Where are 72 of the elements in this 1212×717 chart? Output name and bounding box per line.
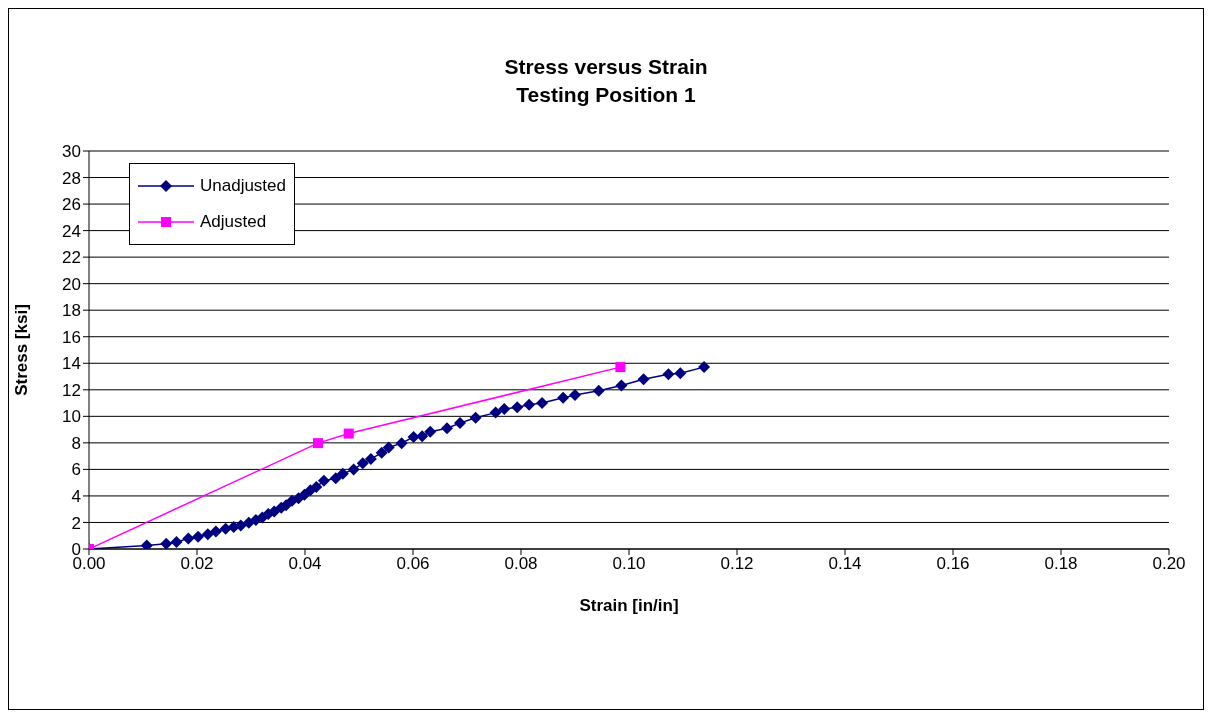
point: [523, 398, 536, 411]
y-tick-label: 18: [62, 301, 81, 321]
y-tick-label: 14: [62, 354, 81, 374]
y-tick-label: 12: [62, 380, 81, 400]
y-tick-label: 6: [71, 460, 81, 480]
x-tick-label: 0.14: [828, 554, 862, 574]
point: [336, 467, 349, 480]
x-tick-label: 0.12: [720, 554, 754, 574]
x-tick-label: 0.16: [936, 554, 970, 574]
y-tick-label: 22: [62, 248, 81, 268]
point: [182, 532, 195, 545]
y-tick-label: 4: [71, 486, 81, 506]
point: [536, 396, 549, 409]
point: [615, 379, 628, 392]
y-axis-title: Stress [ksi]: [12, 304, 32, 396]
point: [424, 425, 437, 438]
chart-subtitle: Testing Position 1: [515, 82, 697, 108]
y-tick-label: 8: [71, 433, 81, 453]
point: [170, 535, 183, 548]
x-tick-label: 0.10: [612, 554, 646, 574]
point: [310, 480, 323, 493]
point: [395, 437, 408, 450]
point: [356, 457, 369, 470]
point: [416, 430, 429, 443]
point: [615, 362, 626, 373]
point: [674, 367, 687, 380]
legend-label: Adjusted: [200, 212, 267, 232]
chart-title: Stress versus Strain: [503, 54, 709, 80]
legend-label: Unadjusted: [200, 176, 287, 196]
y-tick-label: 30: [62, 142, 81, 162]
point: [662, 368, 675, 381]
point: [511, 401, 524, 414]
point: [569, 389, 581, 402]
x-axis-title: Strain [in/in]: [579, 596, 679, 615]
point: [140, 539, 153, 549]
y-tick-label: 26: [62, 195, 81, 215]
point: [201, 528, 214, 541]
x-tick-label: 0.08: [504, 554, 538, 574]
y-tick-label: 24: [62, 221, 81, 241]
point: [192, 530, 205, 543]
point: [557, 391, 570, 404]
point: [637, 373, 650, 386]
point: [160, 537, 173, 549]
x-tick-label: 0.06: [396, 554, 430, 574]
point: [375, 446, 388, 459]
x-tick-label: 0.04: [288, 554, 322, 574]
y-tick-label: 20: [62, 274, 81, 294]
point: [698, 361, 711, 374]
point: [298, 488, 311, 501]
x-tick-label: 0.02: [180, 554, 214, 574]
point: [469, 411, 482, 424]
x-tick-label: 0.18: [1044, 554, 1078, 574]
point: [382, 441, 395, 454]
point: [364, 452, 377, 465]
point: [317, 474, 330, 487]
y-tick-label: 2: [71, 513, 81, 533]
y-tick-label: 10: [62, 407, 81, 427]
point: [498, 403, 511, 416]
point: [489, 406, 502, 419]
point: [453, 417, 466, 430]
point: [347, 463, 360, 476]
x-tick-label: 0.20: [1152, 554, 1186, 574]
point: [219, 522, 232, 535]
point: [312, 438, 323, 449]
point: [407, 431, 420, 444]
y-tick-label: 28: [62, 168, 81, 188]
point: [592, 384, 605, 397]
point: [441, 422, 454, 435]
point: [343, 428, 354, 439]
point: [209, 525, 222, 538]
point: [329, 472, 342, 485]
y-tick-label: 16: [62, 327, 81, 347]
